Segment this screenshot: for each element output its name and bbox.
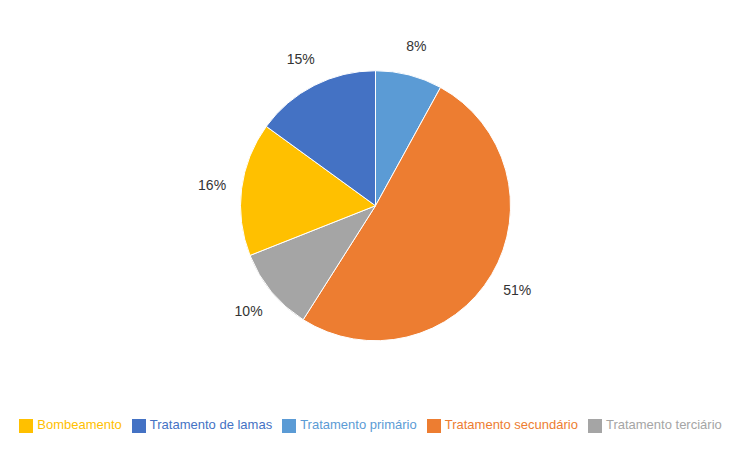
html-text:Tratamento primário: Tratamento primário — [300, 417, 417, 433]
svg-text:51%: 51% — [503, 282, 531, 298]
html-text:Tratamento secundário: Tratamento secundário — [444, 417, 578, 433]
html-text:Tratamento de lamas: Tratamento de lamas — [149, 417, 273, 433]
svg-text:10%: 10% — [235, 303, 263, 319]
html-text:Bombeamento: Bombeamento — [37, 417, 122, 433]
svg-text:8%: 8% — [406, 38, 426, 54]
svg-text:16%: 16% — [198, 177, 226, 193]
svg-text:15%: 15% — [287, 51, 315, 67]
html-text:Tratamento terciário: Tratamento terciário — [605, 417, 722, 433]
